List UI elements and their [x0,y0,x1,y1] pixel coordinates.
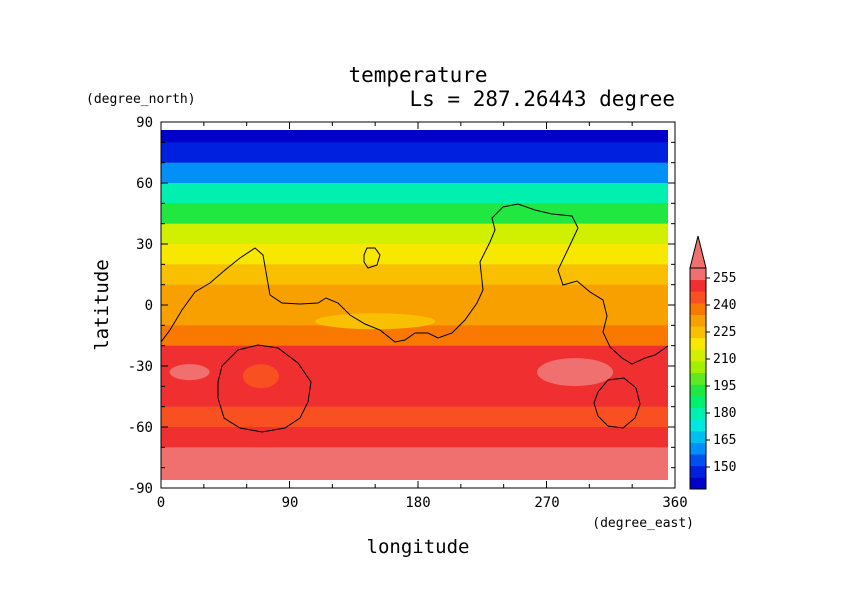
colorbar-swatch [690,372,706,385]
field-anomaly [169,364,210,381]
temperature-field [161,130,668,480]
colorbar-extend-arrow [689,235,707,269]
colorbar-swatch [690,337,706,350]
colorbar-swatch [690,279,706,292]
x-axis-label: longitude [367,536,470,558]
colorbar-swatch [690,407,706,420]
field-band [161,386,668,408]
colorbar-swatch [690,291,706,304]
field-band [161,284,668,306]
field-anomaly [537,358,614,387]
contour-line [217,344,312,433]
colorbar-labels: 255 240 225 210 195 180 165 150 [713,271,736,475]
x-tick-label: 0 [157,495,165,511]
y-tick-label: -60 [128,420,153,436]
colorbar-swatch [690,419,706,432]
contour-line [593,377,641,429]
field-band [161,130,668,143]
colorbar-swatch [690,430,706,443]
field-band [161,325,668,347]
colorbar-swatch [690,454,706,467]
colorbar-swatch [690,349,706,362]
field-band [161,223,668,245]
chart-subtitle: Ls = 287.26443 degree [409,87,675,111]
colorbar-label: 195 [713,379,736,394]
y-tick-label: 90 [136,115,153,131]
x-tick-label: 90 [282,495,299,511]
x-unit-label: (degree_east) [592,516,694,531]
chart-title: temperature [348,63,487,87]
colorbar-swatch [690,268,706,281]
colorbar-label: 180 [713,406,736,421]
axis-ticks [160,121,676,489]
colorbar-swatch [690,384,706,397]
colorbar-label: 165 [713,433,736,448]
colorbar-label: 225 [713,325,736,340]
colorbar-swatch [690,477,706,490]
x-tick-labels: 0 90 180 270 360 [157,495,688,511]
colorbar-swatch [690,465,706,478]
field-band [161,467,668,480]
colorbar-frame [689,267,707,490]
colorbar-label: 150 [713,460,736,475]
field-band [161,427,668,448]
y-tick-labels: 90 60 30 0 -30 -60 -90 [128,115,153,497]
field-band [161,203,668,225]
field-band [161,244,668,265]
field-band [161,162,668,184]
y-tick-label: -90 [128,481,153,497]
colorbar-label: 240 [713,298,736,313]
colorbar-label: 255 [713,271,736,286]
contour-line [363,247,381,269]
field-band [161,183,668,204]
field-band [161,447,668,469]
field-band [161,142,668,164]
x-tick-label: 180 [405,495,430,511]
colorbar [689,235,710,490]
y-unit-label: (degree_north) [86,92,196,107]
y-tick-label: 60 [136,176,153,192]
field-band [161,345,668,367]
field-anomaly [315,313,436,330]
y-tick-label: 30 [136,237,153,253]
y-tick-label: -30 [128,359,153,375]
colorbar-label: 210 [713,352,736,367]
field-band [161,264,668,286]
y-tick-label: 0 [145,298,153,314]
x-tick-label: 360 [662,495,687,511]
colorbar-swatch [690,326,706,339]
y-axis-label: latitude [91,259,113,351]
colorbar-swatch [690,442,706,455]
colorbar-swatch [690,302,706,315]
field-band [161,406,668,428]
field-anomaly [242,364,279,389]
topography-contours [161,203,668,433]
colorbar-swatch [690,395,706,408]
contour-line [161,203,668,365]
colorbar-swatch [690,314,706,327]
colorbar-swatch [690,361,706,374]
x-tick-label: 270 [534,495,559,511]
